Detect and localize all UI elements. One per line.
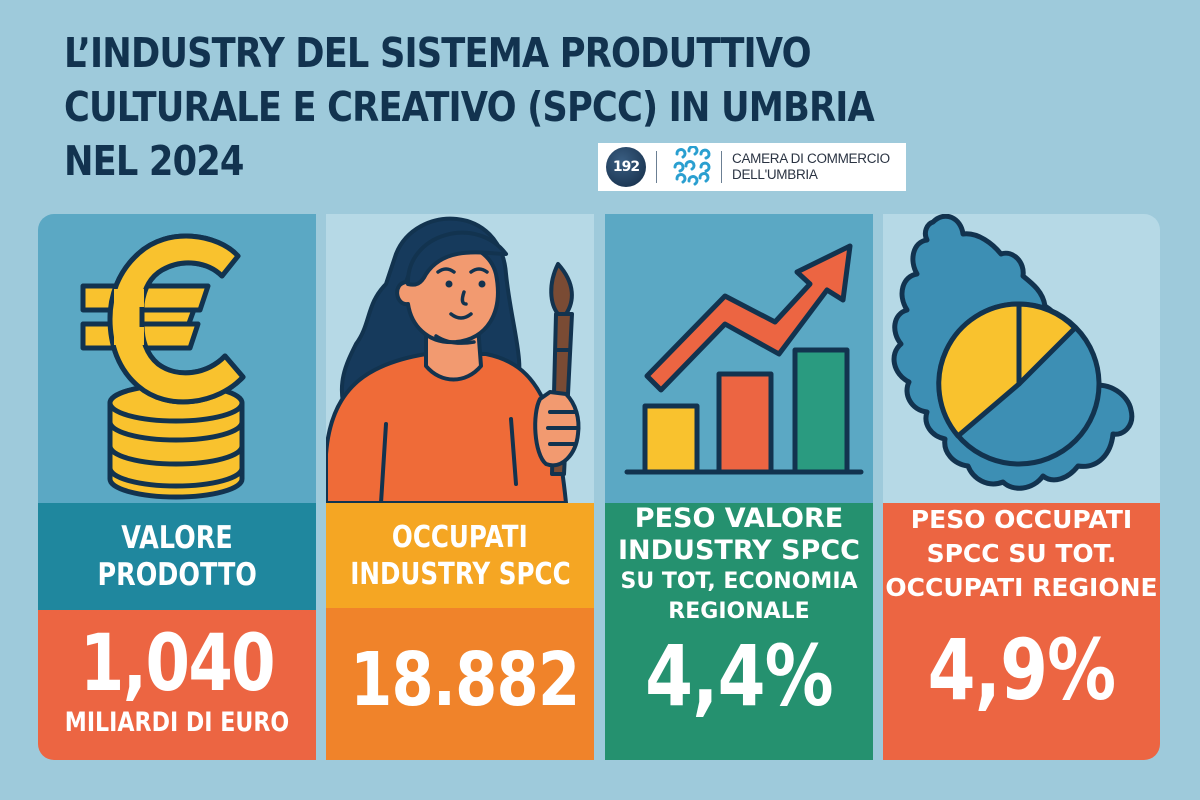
panel-value-box: PESO OCCUPATI SPCC SU TOT. OCCUPATI REGI… (883, 503, 1160, 760)
title-line-1: L’INDUSTRY DEL SISTEMA PRODUTTIVO (64, 29, 812, 77)
panel-illustration (605, 214, 873, 503)
label-line: OCCUPATI (392, 519, 528, 555)
label-line: SU TOT, ECONOMIA (620, 569, 858, 594)
panel-illustration (326, 214, 594, 503)
panel-label: OCCUPATI INDUSTRY SPCC (326, 503, 594, 608)
logo-divider (721, 151, 722, 183)
woman-painter-icon (326, 216, 581, 503)
panel-occupati: OCCUPATI INDUSTRY SPCC 18.882 (326, 214, 594, 760)
panel-value-box: 1,040 MILIARDI DI EURO (38, 610, 316, 760)
camera-di-commercio-logo: 192 CAMERA DI COMMERCIO DELL'UMBRIA (598, 143, 906, 191)
title-line-2: CULTURALE E CREATIVO (SPCC) IN UMBRIA (64, 83, 875, 131)
panel-peso-occupati: PESO OCCUPATI SPCC SU TOT. OCCUPATI REGI… (883, 214, 1160, 760)
stat-value: 4,9% (927, 621, 1117, 719)
stat-value: 4,4% (645, 627, 834, 725)
stat-unit: MILIARDI DI EURO (64, 707, 290, 738)
logo-org-line-1: CAMERA DI COMMERCIO (732, 151, 890, 166)
panel-peso-valore: PESO VALORE INDUSTRY SPCC SU TOT, ECONOM… (605, 214, 873, 760)
page-title: L’INDUSTRY DEL SISTEMA PRODUTTIVO CULTUR… (64, 26, 993, 188)
euro-coins-icon (80, 233, 246, 500)
logo-org-line-2: DELL'UMBRIA (732, 167, 818, 182)
panel-value-box: PESO VALORE INDUSTRY SPCC SU TOT, ECONOM… (605, 503, 873, 760)
anniversary-badge-icon: 192 (606, 147, 646, 187)
label-line: VALORE (121, 519, 233, 556)
stat-value: 1,040 (79, 619, 276, 709)
growth-bar-chart-icon (624, 243, 864, 475)
label-line: REGIONALE (668, 599, 810, 624)
panel-illustration (38, 214, 316, 503)
label-line: INDUSTRY SPCC (349, 556, 571, 592)
label-line: PRODOTTO (97, 556, 257, 593)
label-line: SPCC SU TOT. (926, 539, 1117, 568)
label-line: PESO OCCUPATI (910, 505, 1133, 534)
umbria-map-pie-icon (891, 214, 1135, 491)
label-line: INDUSTRY SPCC (618, 535, 860, 566)
stat-value: 18.882 (350, 637, 580, 723)
title-line-3: NEL 2024 (64, 137, 244, 185)
logo-text: CAMERA DI COMMERCIO DELL'UMBRIA (732, 151, 890, 183)
logo-divider (656, 151, 657, 183)
panel-illustration (883, 214, 1160, 503)
label-line: PESO VALORE (634, 503, 844, 534)
panel-label: VALORE PRODOTTO (38, 503, 316, 610)
panel-valore-prodotto: VALORE PRODOTTO 1,040 MILIARDI DI EURO (38, 214, 316, 760)
chamber-swirl-logo-icon (673, 146, 711, 186)
label-line: OCCUPATI REGIONE (885, 573, 1158, 602)
panel-value-box: 18.882 (326, 608, 594, 760)
